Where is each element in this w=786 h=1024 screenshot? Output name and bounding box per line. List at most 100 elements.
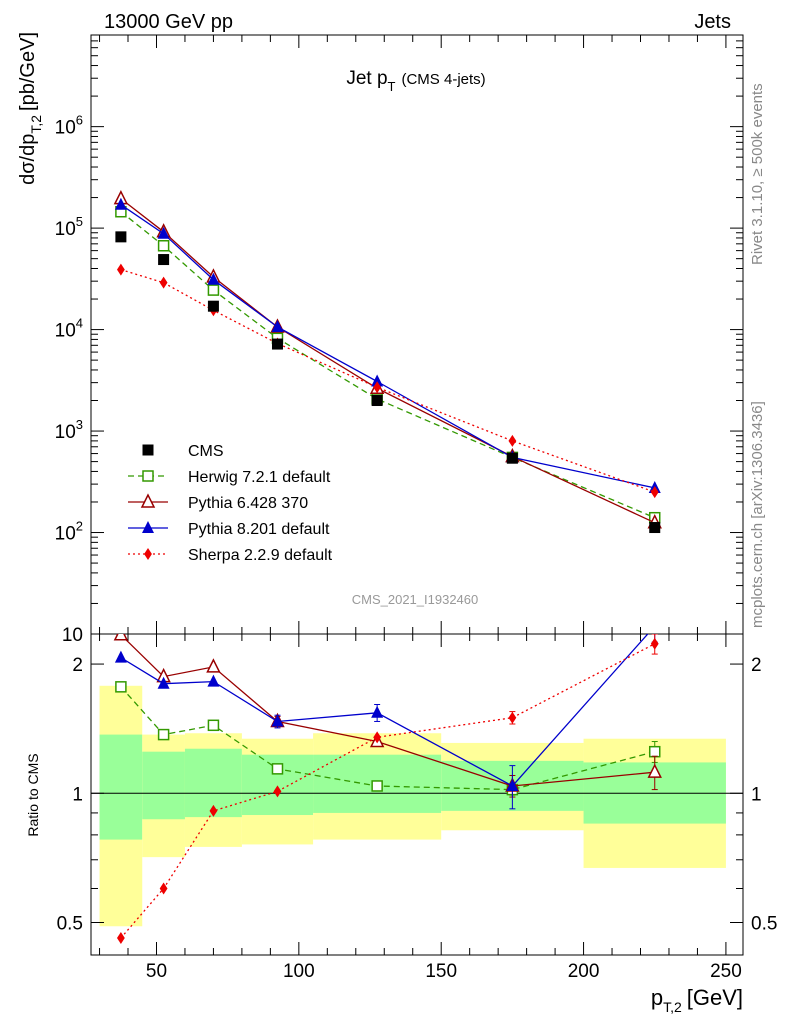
- y-tick-label: 10: [62, 625, 83, 646]
- ratio-tick-label: 2: [751, 655, 762, 676]
- marker-triangle: [142, 521, 154, 533]
- y-tick-base: 10: [55, 118, 76, 139]
- ylabel-sub: T,2: [28, 115, 44, 134]
- marker-open-triangle: [206, 658, 221, 673]
- series-main: [116, 263, 659, 499]
- marker-diamond: [650, 486, 659, 499]
- y-axis-label: dσ/dpT,2 [pb/GeV]: [17, 32, 44, 185]
- x-tick-label: 100: [283, 961, 315, 982]
- x-tick-label: 50: [146, 961, 167, 982]
- legend-label: Pythia 8.201 default: [188, 521, 330, 538]
- marker-triangle: [371, 705, 384, 718]
- marker-triangle: [157, 226, 170, 239]
- series-ratio: [116, 634, 659, 945]
- rivet-version: Rivet 3.1.10, ≥ 500k events: [749, 83, 766, 265]
- xlabel-unit: [GeV]: [687, 985, 743, 1010]
- marker-square: [115, 231, 127, 243]
- ylabel-main: dσ/dp: [17, 134, 39, 185]
- marker-square: [371, 395, 383, 407]
- legend-item: Sherpa 2.2.9 default: [128, 547, 333, 564]
- y-tick-base: 10: [55, 219, 76, 240]
- y-tick-exponent: 4: [76, 316, 83, 331]
- marker-square: [271, 338, 283, 350]
- legend-item: Pythia 8.201 default: [128, 521, 330, 538]
- marker-diamond: [508, 434, 517, 447]
- legend-label: Sherpa 2.2.9 default: [188, 547, 333, 564]
- xlabel-sub: T,2: [663, 999, 682, 1015]
- legend-label: Herwig 7.2.1 default: [188, 469, 331, 486]
- ratio-tick-label: 0.5: [57, 913, 83, 934]
- marker-diamond: [508, 711, 517, 724]
- marker-triangle: [271, 320, 284, 333]
- main-frame: [90, 34, 744, 635]
- marker-diamond: [144, 548, 152, 560]
- ratio-tick-label: 2: [72, 655, 83, 676]
- chart-title: Jet pT (CMS 4-jets): [346, 68, 485, 94]
- marker-diamond: [373, 731, 382, 744]
- marker-triangle: [207, 674, 220, 687]
- marker-open-square: [207, 719, 220, 732]
- marker-open-square: [207, 284, 220, 296]
- marker-triangle: [114, 197, 127, 210]
- marker-open-square: [648, 745, 661, 758]
- marker-diamond: [116, 263, 125, 276]
- marker-square: [649, 522, 661, 534]
- legend-item: Herwig 7.2.1 default: [128, 469, 331, 486]
- y-tick-exponent: 6: [76, 113, 83, 128]
- marker-diamond: [116, 932, 125, 945]
- xlabel-main: p: [651, 985, 663, 1010]
- x-axis-label: pT,2 [GeV]: [651, 985, 743, 1015]
- title-sub: T: [388, 79, 396, 94]
- marker-open-square: [371, 780, 383, 792]
- marker-square: [158, 254, 170, 266]
- marker-open-triangle: [113, 634, 129, 641]
- ratio-frame: [90, 633, 744, 956]
- y-tick-label: 105: [55, 214, 83, 240]
- legend-label: CMS: [188, 443, 224, 460]
- marker-triangle: [157, 676, 170, 689]
- marker-triangle: [207, 272, 220, 285]
- marker-diamond: [159, 276, 168, 289]
- y-tick-base: 10: [55, 422, 76, 443]
- y-tick-exponent: 5: [76, 214, 83, 229]
- legend-item: Pythia 6.428 370: [128, 493, 308, 512]
- title-note: (CMS 4-jets): [401, 71, 485, 88]
- y-tick-base: 10: [62, 625, 83, 646]
- marker-triangle: [649, 619, 661, 631]
- y-tick-base: 10: [55, 321, 76, 342]
- marker-diamond: [273, 785, 282, 798]
- marker-square: [142, 444, 154, 456]
- marker-diamond: [209, 804, 218, 817]
- y-tick-label: 103: [55, 417, 83, 443]
- legend-item-data: CMS: [142, 443, 224, 460]
- marker-diamond: [650, 637, 659, 650]
- marker-open-square: [142, 470, 154, 482]
- y-tick-base: 10: [55, 524, 76, 545]
- marker-open-square: [271, 763, 284, 775]
- band-inner: [99, 734, 143, 840]
- marker-triangle: [506, 778, 519, 791]
- ratio-tick-label: 1: [72, 784, 83, 805]
- x-tick-label: 200: [568, 961, 600, 982]
- marker-triangle: [271, 714, 284, 727]
- marker-triangle: [114, 650, 127, 663]
- x-tick-label: 150: [425, 961, 457, 982]
- marker-open-triangle: [140, 493, 156, 508]
- title-main: Jet p: [346, 68, 387, 89]
- y-tick-label: 106: [55, 113, 83, 139]
- legend: CMS Herwig 7.2.1 default Pythia 6.428 370 P…: [128, 443, 333, 564]
- marker-open-square: [115, 681, 127, 693]
- series-ratio: [114, 619, 661, 810]
- header-energy: 13000 GeV pp: [104, 11, 233, 33]
- band-inner: [142, 751, 185, 820]
- marker-diamond: [159, 882, 168, 895]
- marker-square: [506, 452, 518, 464]
- y-tick-exponent: 2: [76, 519, 83, 534]
- y-tick-label: 104: [55, 316, 83, 342]
- legend-label: Pythia 6.428 370: [188, 495, 308, 512]
- data-points: [115, 231, 661, 534]
- source-reference: mcplots.cern.ch [arXiv:1306.3436]: [749, 401, 766, 628]
- y-tick-label: 102: [55, 519, 83, 545]
